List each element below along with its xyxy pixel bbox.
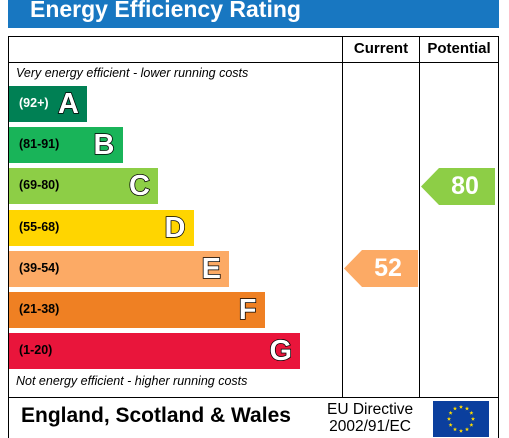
band-e: (39-54) E (9, 250, 229, 287)
band-range-c: (69-80) (19, 178, 60, 193)
page-title: Energy Efficiency Rating (30, 0, 301, 22)
band-letter-d: D (164, 211, 186, 245)
band-letter-g: G (269, 334, 293, 368)
eu-star-icon (464, 406, 470, 411)
band-letter-b: B (93, 128, 115, 162)
header-divider (8, 62, 499, 63)
current-column-header: Current (353, 40, 409, 57)
band-letter-a: A (57, 87, 79, 121)
band-range-e: (39-54) (19, 260, 60, 275)
eu-flag-icon (433, 401, 489, 437)
band-d: (55-68) D (9, 209, 194, 246)
band-f: (21-38) F (9, 292, 265, 328)
band-b: (81-91) B (9, 127, 123, 164)
column-divider-current (342, 36, 343, 397)
band-c: (69-80) C (9, 168, 158, 205)
potential-rating-value: 80 (451, 171, 479, 200)
band-range-a: (92+) (19, 96, 49, 110)
potential-column-header: Potential (427, 40, 491, 57)
potential-rating-arrow (421, 167, 495, 205)
band-a: (92+) A (9, 86, 87, 122)
band-letter-f: F (238, 293, 257, 327)
current-rating-value: 52 (374, 254, 402, 283)
bottom-note: Not energy efficient - higher running co… (16, 374, 248, 388)
footer: England, Scotland & Wales EU Directive 2… (8, 397, 499, 438)
band-range-d: (55-68) (19, 219, 60, 234)
band-range-g: (1-20) (19, 343, 53, 358)
title-bar: Energy Efficiency Rating (8, 0, 499, 28)
band-letter-c: C (128, 170, 150, 204)
footer-region: England, Scotland & Wales (21, 404, 291, 427)
directive-line-2: 2002/91/EC (329, 418, 411, 435)
eu-star-icon (469, 422, 474, 427)
eu-star-icon (446, 416, 452, 421)
band-letter-e: E (201, 252, 222, 286)
top-note: Very energy efficient - lower running co… (16, 66, 249, 80)
current-rating-arrow (344, 250, 418, 288)
directive-line-1: EU Directive (327, 401, 414, 418)
eu-star-icon (458, 404, 464, 409)
eu-star-icon (470, 416, 476, 421)
eu-star-icon (464, 427, 470, 432)
column-divider-potential (419, 36, 420, 397)
eu-star-icon (452, 406, 458, 411)
eu-star-icon (469, 410, 474, 415)
band-range-b: (81-91) (19, 137, 60, 152)
eu-star-icon (448, 422, 453, 427)
eu-star-icon (452, 427, 458, 432)
band-range-f: (21-38) (19, 302, 60, 316)
eu-star-icon (448, 410, 453, 415)
band-g: (1-20) G (9, 333, 300, 370)
